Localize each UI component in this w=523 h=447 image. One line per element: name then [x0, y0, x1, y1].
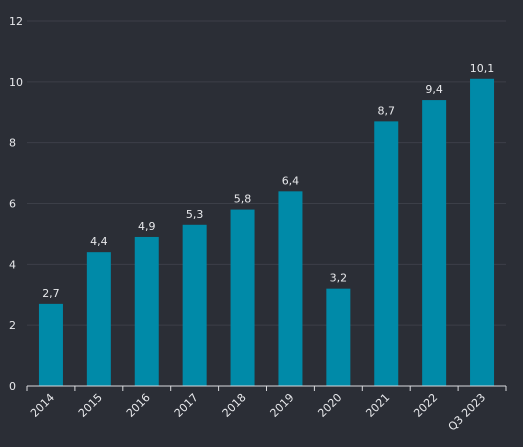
bar — [86, 252, 111, 386]
x-tick-label: 2017 — [172, 391, 201, 420]
x-tick-label: 2015 — [76, 391, 105, 420]
bars — [38, 78, 495, 387]
x-tick-label: 2020 — [315, 391, 344, 420]
bar — [38, 303, 63, 386]
y-tick-label: 8 — [9, 137, 16, 150]
y-tick-label: 12 — [9, 15, 23, 28]
bar — [182, 224, 207, 386]
bar — [230, 209, 255, 386]
x-tick-label: 2019 — [268, 391, 297, 420]
x-tick-label: 2021 — [363, 391, 392, 420]
y-axis-ticks: 0 2 4 6 8 10 12 — [9, 15, 23, 393]
y-tick-label: 4 — [9, 258, 16, 271]
x-tick-label: Q3 2023 — [446, 391, 489, 434]
data-label: 8,7 — [378, 104, 396, 117]
bar — [134, 236, 159, 386]
y-tick-label: 0 — [9, 380, 16, 393]
data-label: 9,4 — [425, 83, 443, 96]
bar — [470, 78, 495, 387]
data-label: 3,2 — [330, 272, 348, 285]
x-tick-label: 2018 — [220, 391, 249, 420]
data-label: 4,9 — [138, 220, 156, 233]
bar — [278, 191, 303, 386]
y-tick-label: 10 — [9, 76, 23, 89]
bar — [326, 288, 351, 386]
bar — [422, 100, 447, 386]
bar — [374, 121, 399, 386]
y-tick-label: 6 — [9, 198, 16, 211]
x-tick-label: 2022 — [411, 391, 440, 420]
x-tick-label: 2016 — [124, 391, 153, 420]
data-label: 10,1 — [470, 62, 495, 75]
data-label: 4,4 — [90, 235, 108, 248]
data-label: 5,3 — [186, 208, 204, 221]
data-label: 2,7 — [42, 287, 60, 300]
data-label: 6,4 — [282, 174, 300, 187]
data-label: 5,8 — [234, 193, 252, 206]
x-tick-label: 2014 — [28, 391, 57, 420]
y-tick-label: 2 — [9, 319, 16, 332]
x-axis-ticks: 2014 2015 2016 2017 2018 2019 2020 2021 2022 Q3 2… — [26, 386, 507, 434]
data-labels: 2,7 4,4 4,9 5,3 5,8 6,4 3,2 8,7 9,4 10,1 — [42, 62, 494, 300]
